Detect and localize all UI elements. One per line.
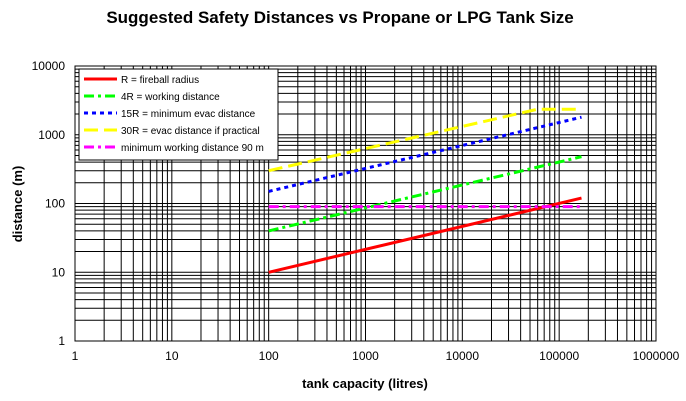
- x-tick-label: 100: [259, 349, 279, 363]
- x-tick-label: 100000: [539, 349, 579, 363]
- legend-entry: R = fireball radius: [121, 75, 199, 86]
- y-tick-label: 1: [58, 334, 65, 348]
- y-tick-label: 1000: [38, 128, 65, 142]
- y-axis-label: distance (m): [10, 166, 25, 243]
- tick-labels: 1 10 100 1000 10000 100000 1000000 1 10 100 1000 10…: [32, 59, 680, 363]
- plot-frame: [74, 65, 657, 342]
- x-tick-label: 10: [165, 349, 179, 363]
- x-axis-label: tank capacity (litres): [302, 376, 428, 391]
- legend-entry: minimum working distance 90 m: [121, 143, 264, 154]
- x-tick-label: 10000: [446, 349, 480, 363]
- chart-title: Suggested Safety Distances vs Propane or…: [106, 8, 573, 27]
- legend-entry: 4R = working distance: [121, 92, 220, 103]
- y-tick-label: 100: [45, 197, 65, 211]
- x-tick-label: 1000000: [633, 349, 680, 363]
- legend-entry: 30R = evac distance if practical: [121, 126, 260, 137]
- series-30r-evac-distance-if-practical: [268, 107, 582, 173]
- series-15r-minimum-evac-distance: [268, 115, 582, 193]
- series-4r-working-distance: [268, 155, 582, 233]
- legend-box: [78, 68, 279, 161]
- series-lines: [268, 107, 582, 274]
- legend: R = fireball radius 4R = working distance…: [78, 68, 279, 161]
- series-r-fireball-radius: [268, 196, 582, 274]
- legend-entry: 15R = minimum evac distance: [121, 109, 256, 120]
- x-tick-label: 1000: [352, 349, 379, 363]
- y-tick-label: 10: [52, 265, 66, 279]
- y-tick-label: 10000: [32, 59, 66, 73]
- x-tick-label: 1: [72, 349, 79, 363]
